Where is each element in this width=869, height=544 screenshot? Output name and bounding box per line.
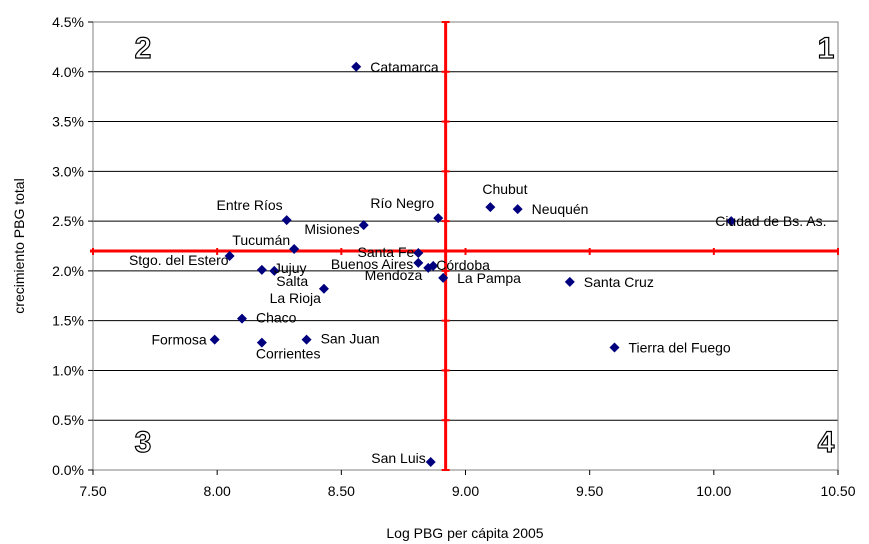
point-label: Mendoza — [365, 267, 423, 283]
point-label: La Pampa — [457, 270, 521, 286]
quadrant-label: 1 — [818, 32, 835, 65]
data-point — [485, 202, 496, 213]
y-tick-label: 3.5% — [52, 114, 84, 130]
point-label: Corrientes — [256, 346, 321, 362]
grid-lines — [93, 21, 838, 471]
data-point — [301, 334, 312, 345]
x-tick-label: 9.00 — [452, 483, 479, 499]
data-point — [413, 247, 424, 258]
point-label: Salta — [276, 273, 308, 289]
data-point — [358, 220, 369, 231]
data-point — [438, 272, 449, 283]
plot-area — [92, 21, 839, 471]
y-tick-label: 4.0% — [52, 64, 84, 80]
data-point — [281, 215, 292, 226]
reference-lines — [90, 21, 839, 471]
data-point — [425, 457, 436, 468]
quadrant-label: 4 — [818, 426, 835, 459]
data-point — [512, 204, 523, 215]
y-tick-label: 0.5% — [52, 412, 84, 428]
data-point — [269, 265, 280, 276]
data-point — [423, 262, 434, 273]
point-label: Misiones — [304, 221, 359, 237]
data-point — [726, 216, 737, 227]
axis-ticks: 0.0% 0.5% 1.0% 1.5% 2.0% 2.5% 3.0% 3.5% 4.0% 4.5%… — [52, 14, 856, 499]
x-tick-label: 10.00 — [696, 483, 731, 499]
data-point — [351, 61, 362, 72]
point-label: Tierra del Fuego — [629, 340, 731, 356]
x-axis-title: Log PBG per cápita 2005 — [386, 525, 543, 541]
data-point — [413, 257, 424, 268]
point-label: Buenos Aires — [331, 256, 414, 272]
x-tick-label: 9.50 — [576, 483, 603, 499]
data-labels: Catamarca Chubut Neuquén Ciudad de Bs. As. E… — [129, 59, 827, 466]
y-tick-label: 4.5% — [52, 14, 84, 30]
y-tick-label: 2.5% — [52, 213, 84, 229]
y-tick-label: 0.0% — [52, 462, 84, 478]
x-tick-label: 8.00 — [204, 483, 231, 499]
data-point — [256, 264, 267, 275]
point-label: Entre Ríos — [217, 197, 283, 213]
quadrant-label: 2 — [135, 32, 152, 65]
data-points — [209, 61, 737, 468]
data-point — [224, 250, 235, 261]
point-label: Tucumán — [232, 232, 290, 248]
data-point — [564, 276, 575, 287]
point-label: San Luis — [371, 450, 425, 466]
data-point — [256, 337, 267, 348]
y-tick-label: 1.5% — [52, 313, 84, 329]
point-label: Córdoba — [436, 257, 490, 273]
point-label: Santa Fe — [357, 244, 414, 260]
quadrant-label: 3 — [135, 426, 152, 459]
point-label: Stgo. del Estero — [129, 252, 229, 268]
y-tick-label: 2.0% — [52, 263, 84, 279]
point-label: Catamarca — [370, 59, 439, 75]
point-label: Río Negro — [370, 195, 434, 211]
point-label: San Juan — [321, 331, 380, 347]
point-label: Chaco — [256, 310, 297, 326]
point-label: Santa Cruz — [584, 274, 654, 290]
data-point — [237, 313, 247, 324]
data-point — [609, 342, 620, 353]
x-tick-label: 8.50 — [328, 483, 355, 499]
point-label: Formosa — [151, 332, 206, 348]
point-label: Jujuy — [274, 260, 307, 276]
y-axis-title: crecimiento PBG total — [11, 178, 27, 313]
point-label: La Rioja — [270, 290, 322, 306]
x-tick-label: 10.50 — [820, 483, 855, 499]
y-tick-label: 1.0% — [52, 362, 84, 378]
quadrant-labels: 1 2 3 4 — [134, 31, 835, 459]
data-point — [318, 283, 329, 294]
point-label: Ciudad de Bs. As. — [715, 213, 826, 229]
point-label: Chubut — [482, 181, 527, 197]
y-tick-label: 3.0% — [52, 163, 84, 179]
data-point — [209, 334, 220, 345]
data-point — [289, 243, 300, 254]
x-tick-label: 7.50 — [79, 483, 106, 499]
point-label: Neuquén — [532, 201, 589, 217]
data-point — [433, 213, 444, 224]
